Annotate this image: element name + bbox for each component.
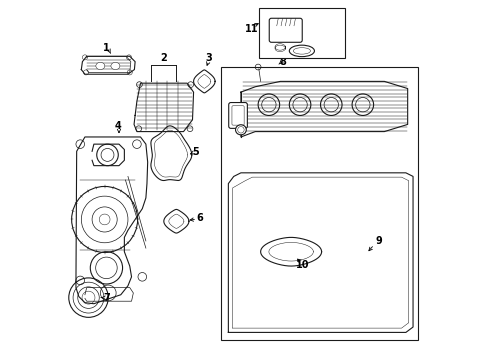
Ellipse shape (235, 125, 246, 135)
Text: 1: 1 (103, 43, 110, 53)
Ellipse shape (96, 62, 104, 69)
FancyBboxPatch shape (231, 106, 244, 125)
Bar (221, 67, 418, 339)
Ellipse shape (293, 48, 310, 54)
FancyBboxPatch shape (269, 18, 302, 42)
Ellipse shape (237, 127, 244, 133)
Text: 8: 8 (279, 57, 286, 67)
Ellipse shape (289, 45, 314, 57)
Text: 9: 9 (375, 236, 381, 246)
Text: 2: 2 (160, 53, 167, 63)
FancyBboxPatch shape (228, 103, 247, 129)
Text: 4: 4 (115, 121, 122, 131)
Text: 5: 5 (192, 147, 199, 157)
Text: 10: 10 (295, 260, 309, 270)
Text: 12: 12 (325, 45, 339, 55)
Text: 3: 3 (205, 53, 212, 63)
Bar (258, 8, 344, 58)
Ellipse shape (111, 62, 120, 69)
Text: 6: 6 (196, 213, 203, 223)
Text: 7: 7 (103, 293, 110, 303)
Text: 11: 11 (244, 24, 258, 35)
